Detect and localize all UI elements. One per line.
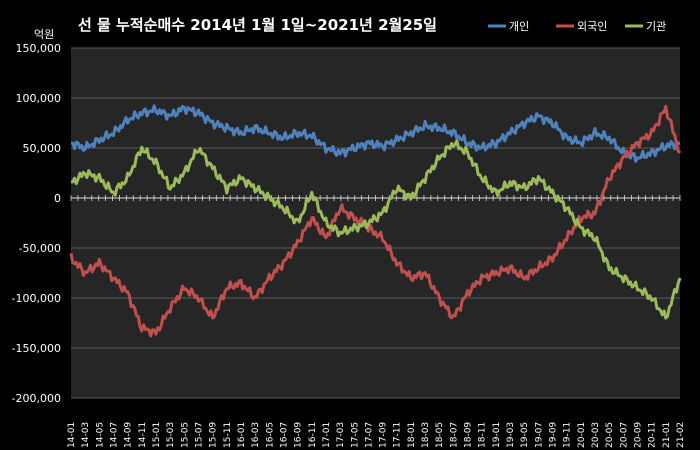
x-tick-label: 18-07 [449,422,459,448]
x-tick-label: 20-09 [634,422,644,448]
x-tick-label: 14-01 [67,422,77,448]
x-tick-label: 19-01 [492,422,502,448]
y-tick-label: 50,000 [23,142,62,155]
x-tick-label: 20-11 [648,422,658,448]
x-tick-label: 18-03 [421,422,431,448]
legend-label-0: 개인 [509,20,529,33]
x-tick-label: 16-05 [265,422,275,448]
legend-label-2: 기관 [646,20,666,33]
x-tick-label: 15-01 [152,422,162,448]
series-line-2 [71,139,682,320]
series-line-0 [70,104,681,163]
x-tick-label: 15-05 [180,422,190,448]
y-tick-labels: 150,000 100,000 50,000 0 -50,000 -100,000 -150… [12,42,61,405]
x-tick-label: 15-09 [209,422,219,448]
series-lines [69,104,682,338]
x-tick-label: 14-11 [138,422,148,448]
y-tick-label: 150,000 [16,42,62,55]
x-tick-label: 19-11 [563,422,573,448]
x-tick-label: 17-11 [393,422,403,448]
x-tick-label: 18-05 [435,422,445,448]
x-tick-label: 16-11 [308,422,318,448]
x-tick-labels: 14-01 14-03 14-05 14-07 14-09 14-11 15-01 15-03… [67,422,686,448]
x-tick-label: 14-05 [95,422,105,448]
x-tick-label: 16-03 [251,422,261,448]
y-tick-label: 0 [54,192,61,205]
x-tick-label: 17-05 [350,422,360,448]
x-tick-label: 20-05 [605,422,615,448]
chart-title: 선 물 누적순매수 2014년 1월 1일~2021년 2월25일 [78,16,437,34]
x-tick-label: 19-07 [534,422,544,448]
y-tick-label: -150,000 [12,342,61,355]
x-tick-label: 17-01 [322,422,332,448]
x-tick-label: 15-03 [166,422,176,448]
x-tick-label: 20-07 [619,422,629,448]
x-tick-label: 14-09 [124,422,134,448]
x-tick-label: 17-09 [379,422,389,448]
x-tick-label: 21-02 [676,422,686,448]
x-tick-label: 17-07 [364,422,374,448]
y-axis-label: 억원 [34,28,54,41]
x-tick-label: 16-07 [279,422,289,448]
x-tick-label: 17-03 [336,422,346,448]
legend-label-1: 외국인 [577,20,607,33]
x-tick-label: 19-05 [520,422,530,448]
plot-area [71,48,680,398]
x-tick-label: 19-03 [506,422,516,448]
y-tick-label: 100,000 [16,92,62,105]
x-tick-label: 19-09 [549,422,559,448]
x-tick-label: 14-03 [81,422,91,448]
x-tick-label: 15-07 [194,422,204,448]
x-tick-label: 18-09 [464,422,474,448]
x-tick-label: 20-03 [591,422,601,448]
series-line-1 [69,104,682,338]
x-tick-label: 20-01 [577,422,587,448]
x-tick-label: 15-11 [223,422,233,448]
x-tick-label: 16-01 [237,422,247,448]
y-tick-label: -100,000 [12,292,61,305]
y-tick-label: -200,000 [12,392,61,405]
x-tick-label: 21-01 [662,422,672,448]
x-tick-label: 18-01 [407,422,417,448]
x-tick-label: 18-11 [478,422,488,448]
x-tick-label: 14-07 [109,422,119,448]
legend: 개인 외국인 기관 [488,20,666,33]
y-tick-label: -50,000 [19,242,61,255]
x-tick-label: 16-09 [294,422,304,448]
